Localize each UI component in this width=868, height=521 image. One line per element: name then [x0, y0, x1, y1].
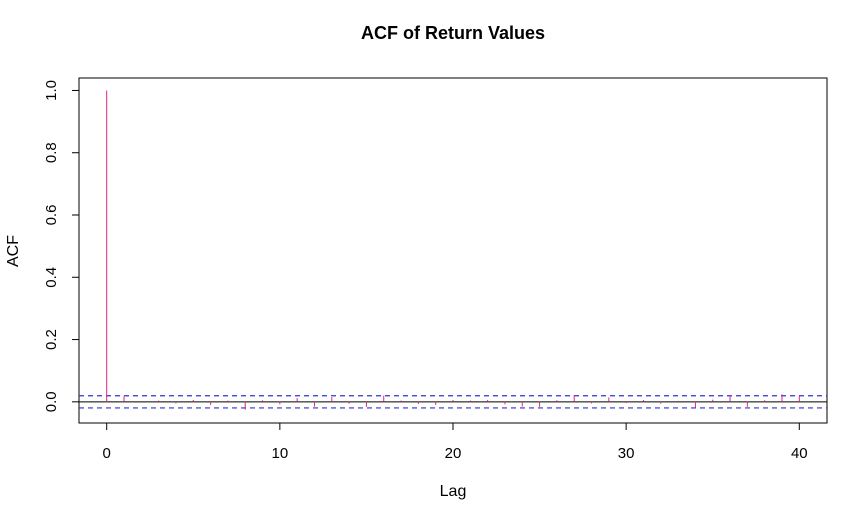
y-tick-label: 0.0 — [43, 391, 60, 412]
chart-title: ACF of Return Values — [361, 23, 545, 43]
chart-marks: 0 10 20 30 40 0.0 0.2 0.4 0.6 0.8 1.0 — [43, 80, 827, 462]
y-axis-label: ACF — [5, 235, 22, 267]
x-tick-label: 30 — [618, 445, 635, 462]
x-tick-label: 10 — [272, 445, 289, 462]
x-tick-label: 0 — [103, 445, 111, 462]
y-tick-label: 0.2 — [43, 329, 60, 350]
x-tick-label: 40 — [791, 445, 808, 462]
x-axis-label: Lag — [440, 483, 467, 500]
y-tick-label: 0.8 — [43, 142, 60, 163]
y-tick-label: 0.6 — [43, 205, 60, 226]
x-tick-label: 20 — [445, 445, 462, 462]
y-tick-label: 0.4 — [43, 267, 60, 288]
y-tick-label: 1.0 — [43, 80, 60, 101]
plot-frame — [78, 77, 828, 424]
